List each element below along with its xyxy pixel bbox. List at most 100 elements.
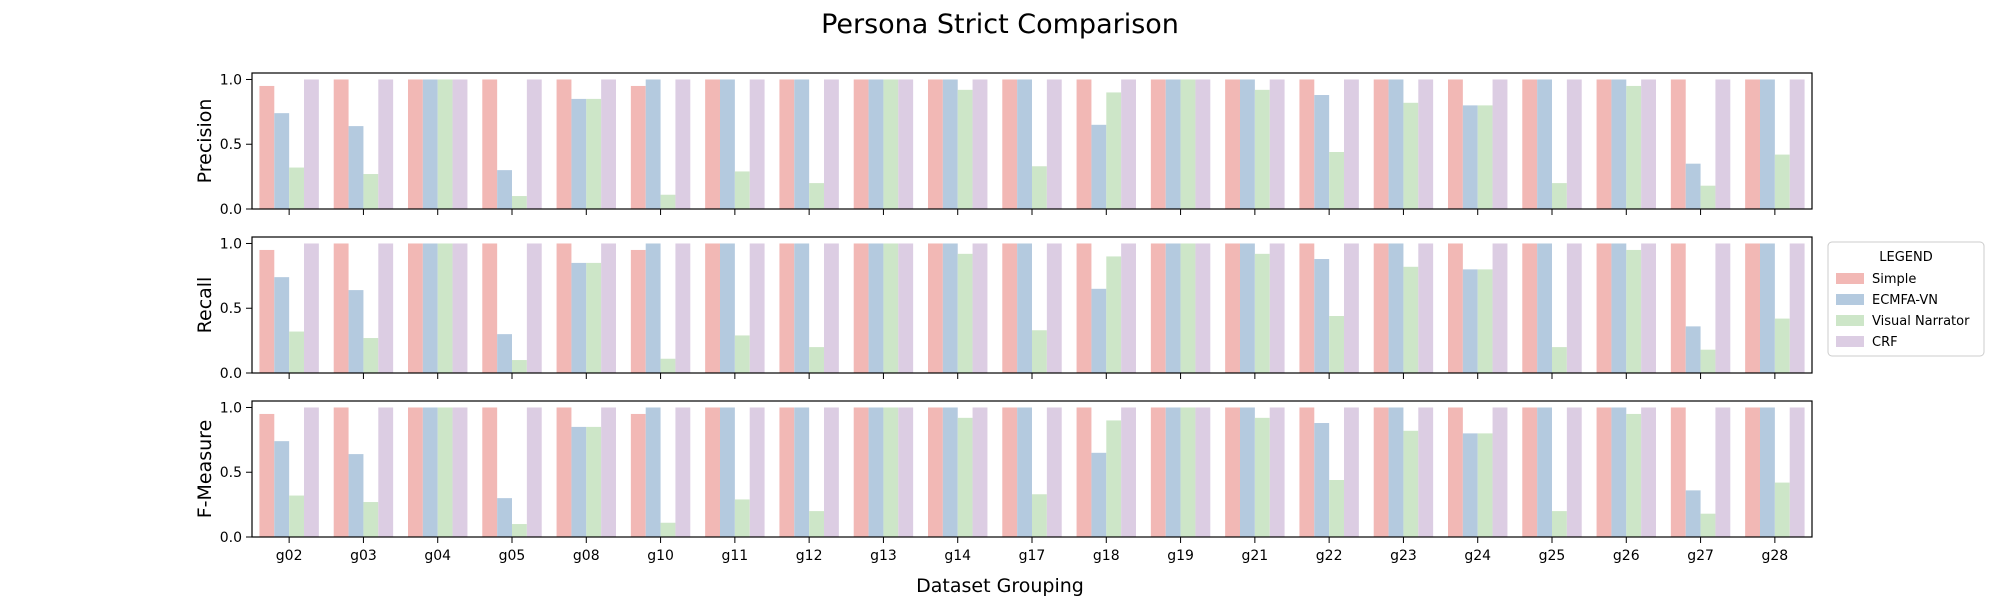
bar-recall-ecmfa-vn-g12: [794, 243, 810, 373]
bar-f-measure-simple-g19: [1150, 407, 1166, 537]
bar-recall-ecmfa-vn-g28: [1760, 243, 1775, 373]
y-axis-label: Recall: [194, 277, 216, 334]
bar-recall-crf-g26: [1641, 243, 1656, 373]
bar-recall-ecmfa-vn-g18: [1091, 288, 1107, 373]
bar-precision-visual-narrator-g05: [512, 196, 527, 209]
bar-recall-visual-narrator-g02: [289, 331, 304, 373]
bar-recall-crf-g17: [1046, 243, 1062, 373]
bar-f-measure-ecmfa-vn-g19: [1165, 407, 1181, 537]
bar-recall-crf-g08: [601, 243, 616, 373]
bar-precision-ecmfa-vn-g14: [942, 79, 958, 209]
legend-swatch: [1836, 273, 1864, 284]
x-tick-label: g05: [499, 548, 526, 564]
x-tick-label: g18: [1093, 548, 1120, 564]
x-tick-label: g23: [1390, 548, 1417, 564]
y-tick-label: 0.0: [220, 202, 242, 218]
bar-f-measure-simple-g23: [1373, 407, 1389, 537]
bar-recall-ecmfa-vn-g22: [1314, 259, 1330, 373]
bar-recall-simple-g10: [630, 249, 646, 373]
y-tick-label: 0.0: [220, 530, 242, 546]
legend-title: LEGEND: [1879, 250, 1932, 265]
x-axis-label: Dataset Grouping: [916, 575, 1084, 597]
bar-precision-visual-narrator-g19: [1180, 79, 1196, 209]
bar-recall-simple-g08: [556, 243, 572, 373]
bar-recall-visual-narrator-g21: [1254, 253, 1270, 373]
bar-recall-simple-g14: [928, 243, 943, 373]
x-tick-label: g19: [1167, 548, 1194, 564]
bar-precision-visual-narrator-g27: [1700, 185, 1716, 209]
bar-f-measure-ecmfa-vn-g24: [1462, 433, 1478, 537]
bar-recall-ecmfa-vn-g17: [1017, 243, 1032, 373]
bar-precision-visual-narrator-g10: [660, 194, 676, 209]
bar-f-measure-ecmfa-vn-g05: [497, 498, 512, 537]
bar-f-measure-ecmfa-vn-g18: [1091, 452, 1107, 537]
bar-recall-ecmfa-vn-g27: [1685, 326, 1701, 373]
bar-f-measure-visual-narrator-g14: [957, 417, 973, 537]
bar-recall-visual-narrator-g13: [883, 243, 899, 373]
bar-recall-simple-g12: [779, 243, 795, 373]
bar-f-measure-visual-narrator-g13: [883, 407, 899, 537]
x-tick-label: g02: [276, 548, 303, 564]
y-axis-label: F-Measure: [194, 420, 216, 519]
bar-f-measure-visual-narrator-g24: [1477, 433, 1493, 537]
bar-f-measure-visual-narrator-g19: [1180, 407, 1196, 537]
bar-precision-ecmfa-vn-g04: [422, 79, 438, 209]
bar-f-measure-crf-g11: [749, 407, 765, 537]
bar-f-measure-crf-g26: [1641, 407, 1656, 537]
bar-f-measure-crf-g18: [1121, 407, 1136, 537]
chart-panels: 0.00.51.0Precision0.00.51.0Recall0.00.51…: [194, 72, 1813, 564]
bar-recall-simple-g02: [259, 249, 275, 373]
bar-f-measure-visual-narrator-g05: [512, 524, 527, 537]
bar-f-measure-visual-narrator-g25: [1552, 511, 1567, 537]
bar-precision-crf-g12: [824, 79, 839, 209]
bar-recall-crf-g21: [1269, 243, 1285, 373]
bar-recall-crf-g04: [452, 243, 468, 373]
bar-recall-simple-g23: [1373, 243, 1389, 373]
bar-precision-simple-g08: [556, 79, 572, 209]
x-tick-label: g03: [350, 548, 377, 564]
bar-precision-simple-g13: [853, 79, 869, 209]
bar-f-measure-visual-narrator-g11: [734, 499, 750, 537]
bar-f-measure-crf-g05: [526, 407, 542, 537]
bar-f-measure-simple-g12: [779, 407, 795, 537]
bar-recall-crf-g13: [898, 243, 914, 373]
bar-f-measure-visual-narrator-g26: [1626, 413, 1642, 537]
bar-recall-ecmfa-vn-g03: [348, 290, 364, 373]
bar-f-measure-simple-g02: [259, 413, 275, 537]
legend-entry: Simple: [1872, 272, 1916, 287]
bar-recall-crf-g18: [1121, 243, 1136, 373]
bar-recall-simple-g18: [1076, 243, 1092, 373]
x-tick-label: g11: [722, 548, 749, 564]
bar-recall-simple-g22: [1299, 243, 1315, 373]
bar-precision-ecmfa-vn-g26: [1611, 79, 1627, 209]
bar-f-measure-crf-g24: [1492, 407, 1508, 537]
bar-precision-simple-g25: [1522, 79, 1538, 209]
bar-precision-crf-g27: [1715, 79, 1731, 209]
bar-precision-ecmfa-vn-g27: [1685, 163, 1701, 209]
bar-precision-ecmfa-vn-g23: [1388, 79, 1404, 209]
y-axis-label: Precision: [194, 99, 216, 184]
y-tick-label: 1.0: [220, 72, 242, 88]
bar-recall-crf-g27: [1715, 243, 1731, 373]
bar-precision-simple-g14: [928, 79, 943, 209]
y-tick-label: 0.5: [220, 137, 242, 153]
bar-recall-crf-g05: [526, 243, 542, 373]
bar-f-measure-crf-g25: [1566, 407, 1582, 537]
x-tick-label: g10: [647, 548, 674, 564]
bar-precision-ecmfa-vn-g25: [1537, 79, 1552, 209]
bar-f-measure-crf-g04: [452, 407, 468, 537]
bar-f-measure-simple-g14: [928, 407, 943, 537]
bar-precision-crf-g04: [452, 79, 468, 209]
bar-precision-ecmfa-vn-g05: [497, 170, 512, 209]
bar-precision-visual-narrator-g26: [1626, 85, 1642, 209]
bar-f-measure-visual-narrator-g28: [1774, 482, 1790, 537]
bar-f-measure-simple-g28: [1745, 407, 1760, 537]
legend-entry: Visual Narrator: [1872, 314, 1970, 329]
bar-recall-visual-narrator-g19: [1180, 243, 1196, 373]
bar-recall-ecmfa-vn-g11: [720, 243, 735, 373]
bar-f-measure-ecmfa-vn-g21: [1240, 407, 1255, 537]
bar-f-measure-ecmfa-vn-g03: [348, 454, 364, 537]
